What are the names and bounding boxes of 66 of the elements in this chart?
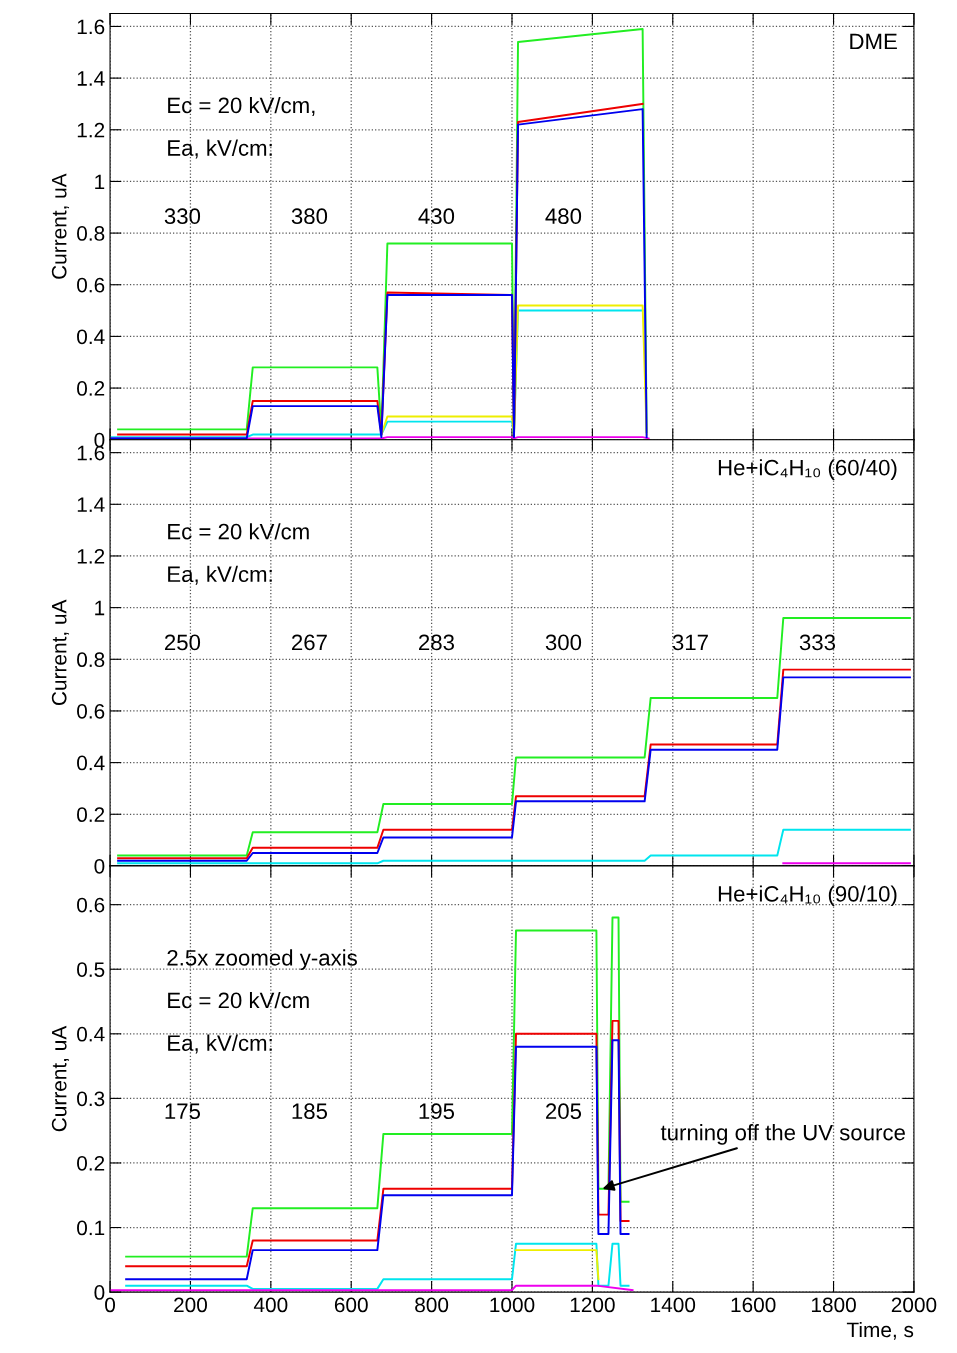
annotation: 175 (165, 1103, 201, 1120)
y-tick-label: 0.6 (77, 703, 105, 719)
annotation: 330 (164, 208, 201, 225)
y-axis-title: Current, uA (51, 599, 70, 706)
y-tick-label: 0.1 (77, 1220, 105, 1236)
annotation: 317 (672, 634, 708, 651)
annotation: Ec = 20 kV/cm, (168, 96, 315, 116)
x-tick-label: 1400 (651, 1297, 696, 1313)
y-tick-label: 0.4 (77, 1026, 105, 1042)
x-tick-label: 600 (334, 1297, 368, 1313)
x-tick-label: 200 (174, 1297, 208, 1313)
y-tick-label: 0.2 (77, 381, 105, 396)
y-tick-label: 1 (95, 600, 105, 616)
y-axis-title: Current, uA (51, 173, 70, 279)
y-tick-label: 0.4 (77, 329, 105, 345)
annotation: 205 (546, 1103, 582, 1120)
annotation: 195 (419, 1103, 455, 1120)
text: DME (850, 33, 897, 50)
annotation: Ea, kV/cm: (168, 1034, 272, 1054)
y-tick-label: 1.4 (77, 497, 105, 512)
annotation: 283 (419, 634, 454, 651)
y-tick-label: 1.2 (77, 122, 105, 138)
text: He+iC₄H₁₀ (90/10) (718, 885, 897, 907)
line-series (125, 1242, 630, 1290)
x-axis-title: Time, s (846, 1321, 914, 1340)
y-tick-label: 0.6 (77, 897, 105, 913)
y-tick-label: 0.4 (77, 755, 105, 771)
text: He+iC₄H₁₀ (60/40) (718, 459, 897, 480)
annotation: 480 (545, 208, 582, 225)
annotation: 250 (164, 634, 201, 651)
annotation: turning off the UV source (660, 1124, 905, 1145)
y-tick-label: 0.2 (77, 1155, 105, 1171)
annotation: 185 (292, 1103, 328, 1120)
y-tick-label: 0.8 (77, 652, 105, 668)
x-tick-label: 1200 (570, 1297, 615, 1313)
y-tick-label: 0.8 (77, 226, 105, 241)
x-tick-label: 800 (415, 1297, 449, 1313)
annotation: Ea, kV/cm: (168, 565, 272, 585)
x-tick-label: 0 (105, 1297, 116, 1313)
line-series (117, 616, 911, 857)
y-axis-title: Current, uA (51, 1025, 70, 1132)
x-tick-label: 1800 (811, 1297, 856, 1313)
y-tick-label: 0.2 (77, 807, 105, 823)
x-tick-label: 2000 (891, 1297, 937, 1313)
y-tick-label: 1.4 (77, 71, 105, 86)
y-tick-label: 0.6 (77, 277, 105, 293)
y-tick-label: 0.5 (77, 962, 105, 977)
y-tick-label: 0.3 (77, 1091, 105, 1107)
x-tick-label: 1000 (490, 1297, 535, 1313)
x-tick-label: 400 (253, 1297, 288, 1313)
y-tick-label: 1.2 (77, 548, 105, 564)
annotation: Ec = 20 kV/cm (168, 523, 309, 540)
y-tick-label: 1.6 (77, 19, 105, 35)
x-tick-label: 1600 (731, 1297, 776, 1313)
annotation: 2.5x zoomed y-axis (167, 949, 357, 971)
annotation: 430 (418, 208, 455, 225)
annotation: Ec = 20 kV/cm (168, 991, 309, 1009)
y-tick-label: 0 (94, 858, 105, 874)
line-series (117, 828, 911, 865)
y-tick-label: 0 (94, 1285, 105, 1300)
annotation: Ea, kV/cm: (168, 139, 272, 159)
annotation: 380 (291, 208, 328, 225)
annotation: 300 (545, 634, 582, 651)
annotation: 267 (292, 634, 327, 651)
y-tick-label: 1 (95, 174, 105, 189)
annotation: 333 (799, 634, 836, 651)
